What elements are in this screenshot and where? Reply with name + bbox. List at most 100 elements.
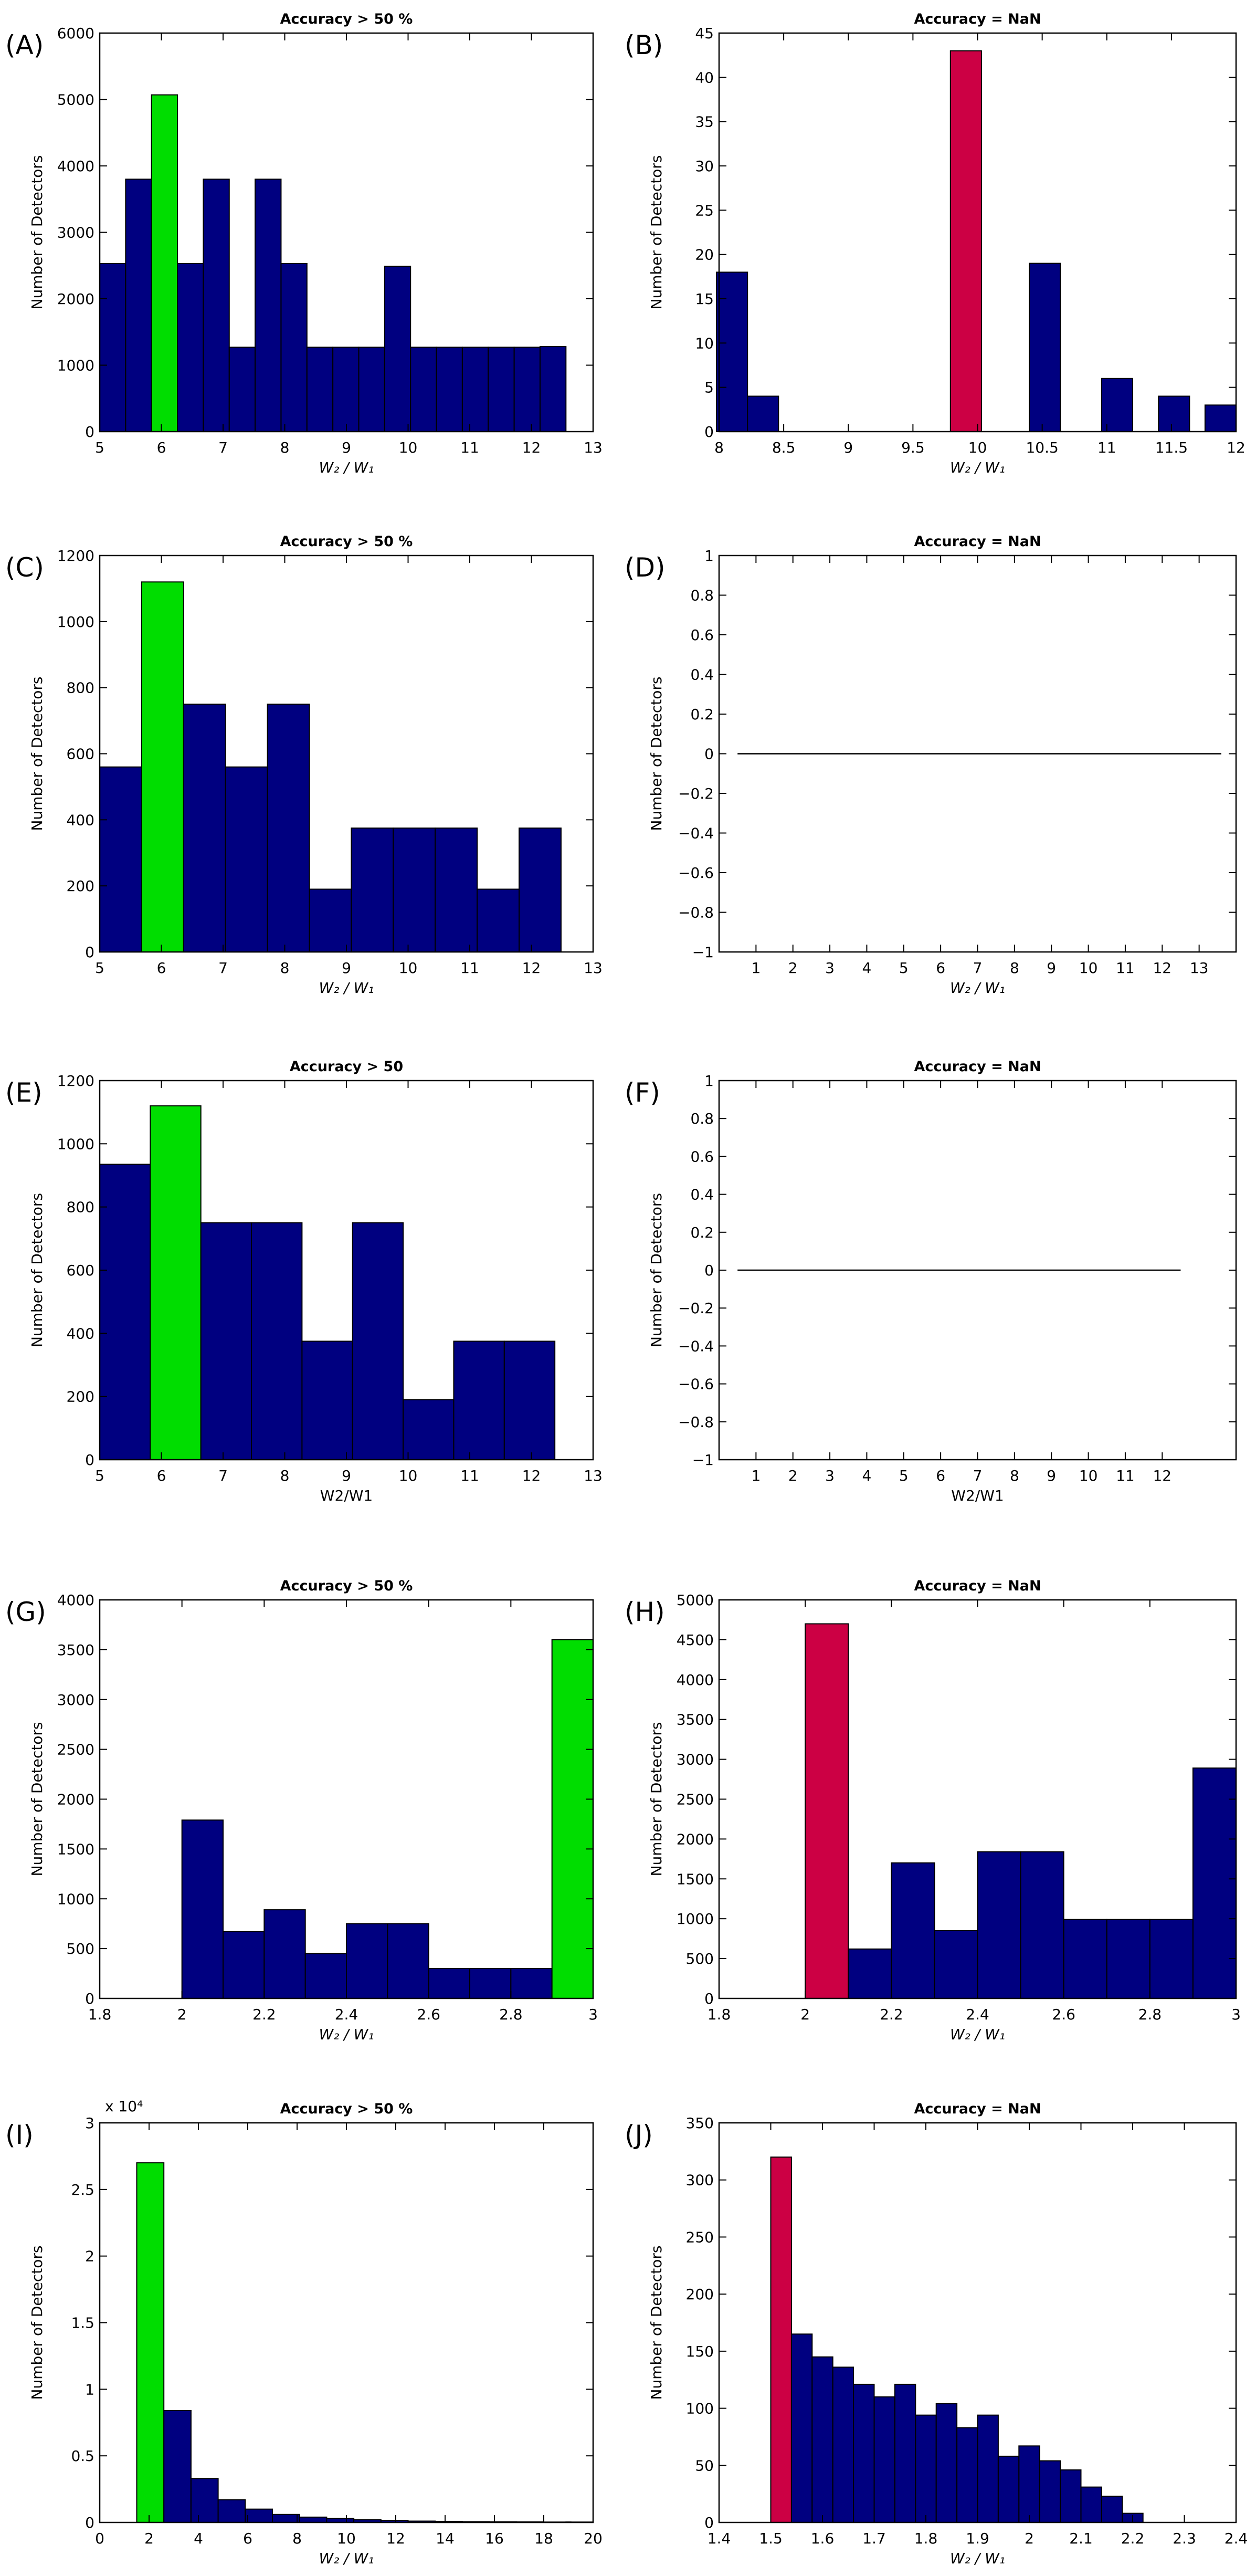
x-tick-label: 2.4 <box>966 2006 989 2023</box>
bar <box>181 1819 224 1999</box>
x-tick-label: 5 <box>899 1467 909 1484</box>
bar <box>352 1222 404 1460</box>
x-tick-label: 1.8 <box>708 2006 731 2023</box>
y-tick-label: 1000 <box>57 1890 94 1908</box>
x-tick-label: 2.6 <box>417 2006 440 2023</box>
y-tick-label: 0.6 <box>690 1148 714 1165</box>
bar <box>223 1931 265 1999</box>
bar <box>301 1341 353 1460</box>
bar <box>891 1862 935 1999</box>
y-tick-label: 25 <box>695 202 714 219</box>
panel-g: 1.8 2 2.2 2.4 2.6 2.8 3 0 500 1000 1500 2000 2500 300… <box>5 1578 598 2043</box>
x-tick-label: 2 <box>144 2530 154 2547</box>
panel-label: (F) <box>625 1077 660 1108</box>
bar <box>384 266 411 432</box>
bar <box>332 347 360 432</box>
bar <box>477 888 520 953</box>
x-tick-label: 11 <box>460 959 479 977</box>
x-tick-label: 8 <box>1010 959 1019 977</box>
x-tick-label: 9 <box>843 439 853 456</box>
bar <box>309 888 352 953</box>
bar <box>848 1948 892 1999</box>
bar <box>453 1341 505 1460</box>
y-tick-label: 0 <box>704 1262 714 1279</box>
chart-title: Accuracy = NaN <box>914 1059 1041 1075</box>
x-tick-label: 10 <box>399 1467 418 1484</box>
bar <box>539 346 567 433</box>
y-tick-label: 0 <box>85 423 94 441</box>
bar <box>428 1968 471 1999</box>
bar <box>203 179 230 432</box>
x-tick-label: 2.2 <box>252 2006 276 2023</box>
bar <box>177 263 204 432</box>
y-tick-label: 1200 <box>57 1072 94 1090</box>
y-axis-label: Number of Detectors <box>28 1722 46 1877</box>
y-tick-label: 200 <box>686 2286 714 2303</box>
bar <box>1018 2445 1040 2523</box>
x-tick-label: 5 <box>95 439 104 456</box>
bar <box>299 2516 328 2523</box>
bar <box>263 1909 306 1999</box>
y-tick-label: 3 <box>85 2114 94 2132</box>
bar <box>894 2383 916 2523</box>
x-axis-label: W₂ / W₁ <box>950 979 1005 997</box>
y-axis-label: Number of Detectors <box>648 677 665 831</box>
y-tick-label: 150 <box>686 2343 714 2360</box>
x-tick-label: 8 <box>1010 1467 1019 1484</box>
x-tick-label: 3 <box>825 959 835 977</box>
x-tick-label: 13 <box>584 1467 603 1484</box>
y-tick-label: 800 <box>67 679 94 697</box>
y-tick-label: 3500 <box>677 1711 714 1729</box>
y-tick-label: 2 <box>85 2248 94 2265</box>
panel-label: (A) <box>5 30 44 60</box>
x-tick-label: 12 <box>386 2530 405 2547</box>
y-tick-label: 0.5 <box>71 2447 94 2465</box>
bar <box>200 1222 252 1460</box>
y-tick-label: 300 <box>686 2172 714 2189</box>
panel-label: (C) <box>5 552 44 583</box>
bar <box>915 2414 937 2523</box>
bar <box>1080 2486 1102 2523</box>
x-tick-label: 6 <box>936 1467 945 1484</box>
bar <box>393 828 436 952</box>
x-tick-label: 16 <box>485 2530 504 2547</box>
bar <box>488 347 515 432</box>
panel-label: (E) <box>5 1077 43 1108</box>
bar <box>805 1623 849 1999</box>
x-tick-label: 6 <box>243 2530 252 2547</box>
x-tick-label: 3 <box>1231 2006 1241 2023</box>
y-tick-label: 35 <box>695 113 714 131</box>
x-tick-label: 9.5 <box>901 439 925 456</box>
x-tick-label: 1.7 <box>862 2530 886 2547</box>
bar <box>99 766 142 952</box>
y-tick-label: 1500 <box>677 1870 714 1888</box>
y-tick-label: 50 <box>695 2457 714 2474</box>
bar <box>873 2396 895 2523</box>
x-axis-label: W₂ / W₁ <box>950 459 1005 476</box>
y-tick-label: −0.6 <box>678 1376 714 1393</box>
chart-title: Accuracy > 50 % <box>280 533 413 550</box>
y-tick-label: 3000 <box>677 1751 714 1768</box>
y-tick-label: 1000 <box>57 357 94 374</box>
x-tick-label: 11 <box>460 439 479 456</box>
bar <box>551 1639 594 1999</box>
bar <box>519 828 562 952</box>
panel-c: 5 6 7 8 9 10 11 12 13 0 200 400 600 800 1000 1200 Accura… <box>5 533 603 997</box>
y-tick-label: 0.2 <box>690 706 714 723</box>
bar <box>1063 1919 1107 1999</box>
y-tick-label: 0 <box>85 2514 94 2531</box>
bar <box>99 263 126 432</box>
panel-h: 1.8 2 2.2 2.4 2.6 2.8 3 0 500 1000 1500 2000 2500 300… <box>625 1578 1241 2043</box>
bar <box>977 1851 1021 1999</box>
bar <box>280 263 308 432</box>
x-tick-label: 3 <box>588 2006 598 2023</box>
y-tick-label: 1000 <box>57 1135 94 1153</box>
x-tick-label: 2 <box>800 2006 810 2023</box>
chart-title: Accuracy > 50 % <box>280 2101 413 2117</box>
bar <box>99 1164 151 1460</box>
y-tick-label: 5 <box>704 379 714 396</box>
panel-j: 1.4 1.5 1.6 1.7 1.8 1.9 2 2.1 2.2 2.3 2.4 0 50 100 150… <box>625 2101 1248 2567</box>
y-tick-label: 2500 <box>677 1791 714 1808</box>
x-tick-label: 8 <box>280 959 290 977</box>
x-tick-label: 2.4 <box>1225 2530 1248 2547</box>
